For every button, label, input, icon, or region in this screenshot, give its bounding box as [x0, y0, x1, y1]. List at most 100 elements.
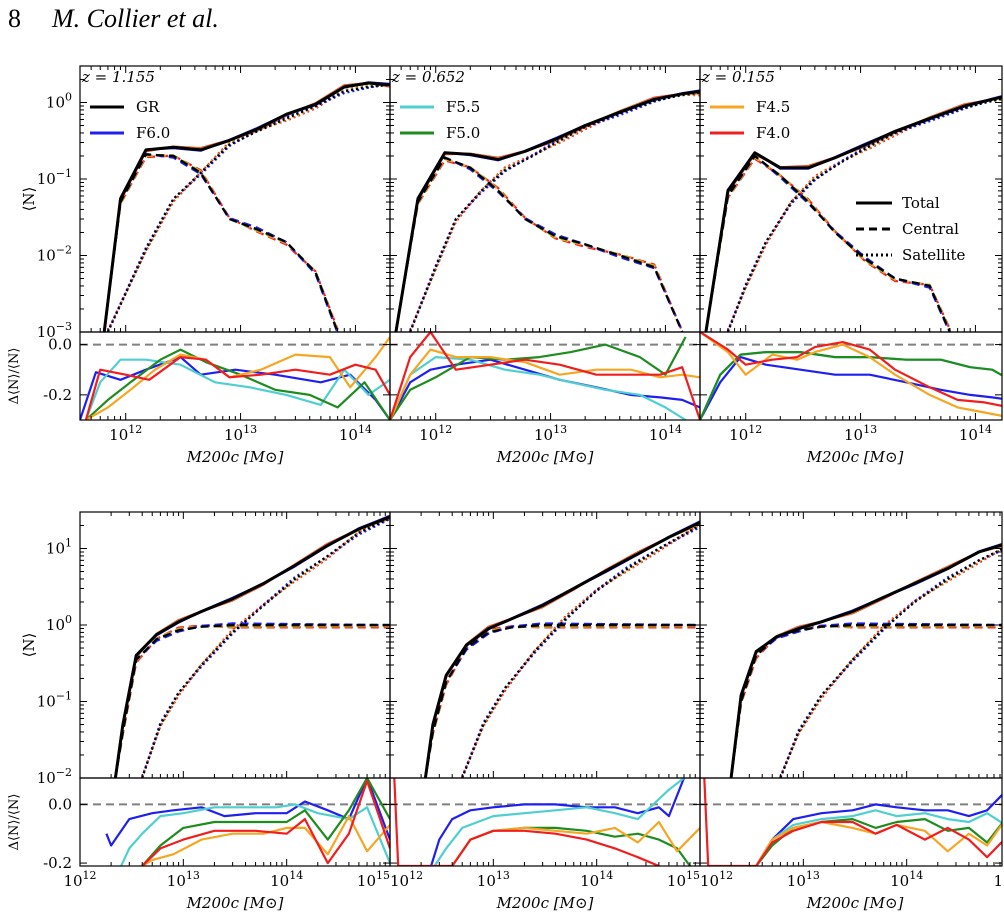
total-line-F5.5 — [103, 81, 390, 332]
central-line-F4.0 — [704, 157, 951, 331]
satellite-line-GR — [141, 517, 390, 778]
ratio-line-F4.0 — [141, 779, 390, 866]
ratio-curves — [390, 332, 700, 420]
main-axes-frame — [389, 65, 701, 333]
redshift-label: z = 1.155 — [81, 68, 155, 86]
ratio-line-F4.0 — [84, 356, 390, 420]
legend-label: F4.5 — [756, 98, 790, 116]
central-line-F4.0 — [103, 154, 339, 331]
ratio-line-F5.0 — [700, 351, 1002, 420]
ratio-curves — [80, 336, 390, 420]
total-line-GR — [394, 90, 700, 332]
central-line-F6.0 — [114, 622, 390, 778]
ratio-line-F5.0 — [141, 778, 390, 866]
x-tick-label: 1012 — [729, 423, 762, 444]
x-tick-label: 1015 — [357, 869, 390, 890]
satellite-line-F5.0 — [106, 83, 390, 332]
y-tick-label: 100 — [46, 613, 72, 634]
redshift-label: z = 0.652 — [391, 68, 465, 86]
ratio-curves — [700, 332, 1002, 420]
x-tick-label: 1012 — [390, 869, 423, 890]
satellite-line-F6.0 — [106, 82, 390, 332]
x-tick-label: 1014 — [580, 869, 613, 890]
x-tick-label: 1013 — [787, 869, 820, 890]
x-axis-label: M200c [M⊙] — [496, 448, 594, 466]
total-line-F5.0 — [730, 544, 1002, 778]
satellite-line-GR — [461, 524, 700, 778]
x-axis-label: M200c [M⊙] — [496, 894, 594, 912]
total-line-F5.5 — [730, 543, 1002, 778]
hod-curves — [423, 520, 700, 778]
component-legend-dotted: Satellite — [856, 246, 966, 264]
satellite-line-GR — [779, 547, 1002, 778]
ratio-line-F5.0 — [85, 348, 390, 420]
satellite-line-F5.0 — [141, 516, 390, 778]
panel-row2-col3: 1012 1013 1014 1015 M200c [M⊙] — [699, 511, 1004, 912]
satellite-line-F5.5 — [461, 525, 700, 778]
main-axes-frame — [79, 65, 391, 333]
central-line-F5.0 — [394, 156, 684, 332]
central-line-GR — [730, 623, 1002, 778]
ratio-line-F5.0 — [390, 336, 687, 420]
x-tick-label: 1013 — [534, 423, 567, 444]
component-label: Satellite — [902, 246, 966, 264]
satellite-line-F6.0 — [779, 549, 1002, 778]
component-legend-solid: Total — [856, 194, 940, 212]
satellite-line-F4.0 — [106, 83, 390, 331]
legend-label: GR — [136, 98, 160, 116]
x-tick-label: 1013 — [224, 423, 257, 444]
central-line-F4.5 — [114, 625, 390, 778]
central-line-F5.0 — [103, 153, 339, 332]
legend-entry-F5.0: F5.0 — [400, 124, 480, 142]
central-line-F5.5 — [114, 623, 390, 778]
ratio-curves — [80, 778, 390, 866]
central-line-F6.0 — [103, 152, 339, 332]
ratio-axes-frame — [699, 777, 1003, 867]
ratio-line-F6.0 — [80, 356, 390, 420]
total-line-F5.0 — [394, 90, 700, 332]
central-line-F5.5 — [704, 154, 951, 332]
satellite-line-GR — [726, 97, 1002, 332]
ratio-line-F5.5 — [120, 803, 390, 866]
central-line-GR — [394, 156, 684, 332]
total-line-GR — [103, 81, 390, 332]
total-line-GR — [730, 543, 1002, 778]
page-number: 8 — [8, 4, 21, 33]
satellite-line-F6.0 — [726, 95, 1002, 332]
satellite-line-GR — [409, 91, 700, 332]
central-line-F4.0 — [114, 624, 390, 777]
total-line-GR-top — [394, 89, 700, 332]
legend-entry-GR: GR — [90, 98, 160, 116]
hod-curves — [394, 89, 700, 332]
x-tick-label: 1013 — [844, 423, 877, 444]
ratio-line-F5.5 — [433, 778, 685, 866]
ratio-line-F4.0 — [393, 778, 660, 866]
satellite-line-F4.0 — [779, 547, 1002, 777]
central-line-F6.0 — [704, 154, 951, 332]
ratio-line-F4.0 — [700, 332, 1002, 407]
legend-label: F4.0 — [756, 124, 790, 142]
total-line-F4.0 — [704, 96, 1002, 332]
total-line-GR-top — [113, 515, 390, 778]
ratio-line-F5.5 — [390, 356, 687, 420]
total-line-F6.0 — [704, 95, 1002, 332]
total-line-F6.0 — [103, 81, 390, 332]
legend-entry-F5.5: F5.5 — [400, 98, 480, 116]
panel-row2-col1: 1012 1013 1014 1015 M200c [M⊙] 10−2 10−1 100 101… — [7, 511, 391, 912]
x-tick-label: 1013 — [167, 869, 200, 890]
central-line-F4.0 — [394, 159, 684, 332]
total-line-GR-top — [423, 520, 700, 778]
x-tick-label: 1012 — [63, 869, 96, 890]
legend-entry-F4.0: F4.0 — [710, 124, 790, 142]
x-tick-label: 1012 — [700, 869, 733, 890]
x-tick-label: 1015 — [993, 869, 1004, 890]
ratio-axes-frame — [389, 777, 701, 867]
satellite-line-F4.5 — [779, 547, 1002, 778]
y-tick-label: 10−1 — [37, 689, 72, 710]
page-header: 8 M. Collier et al. — [0, 0, 1004, 60]
total-line-F6.0 — [394, 89, 700, 332]
total-line-F4.0 — [394, 92, 700, 332]
main-axes-frame — [699, 511, 1003, 779]
ratio-line-F6.0 — [700, 356, 1002, 420]
